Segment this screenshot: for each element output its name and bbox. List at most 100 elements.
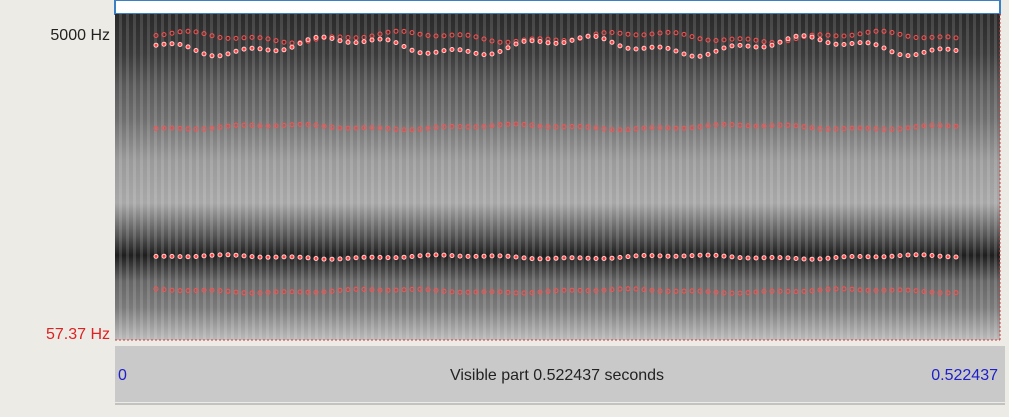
formant-point <box>337 125 343 131</box>
formant-point <box>705 252 711 258</box>
formant-point <box>529 290 535 296</box>
formant-point <box>433 33 439 39</box>
formant-point <box>177 42 183 47</box>
formant-point <box>457 289 463 295</box>
formant-point <box>841 33 847 39</box>
time-start: 0 <box>118 367 127 384</box>
formant-point <box>305 122 311 127</box>
formant-point <box>393 126 399 132</box>
formant-point <box>945 254 951 260</box>
formant-point <box>833 126 839 132</box>
formant-point <box>945 290 951 296</box>
formant-point <box>945 34 951 40</box>
formant-point <box>369 254 375 260</box>
formant-point <box>913 124 919 130</box>
formant-point <box>617 127 623 133</box>
formant-point <box>273 38 279 44</box>
formant-point <box>193 254 199 259</box>
formant-point <box>865 29 871 35</box>
formant-point <box>641 125 647 131</box>
formant-point <box>497 253 503 259</box>
formant-point <box>521 255 527 261</box>
formant-point <box>257 254 263 260</box>
formant-point <box>913 288 919 294</box>
formant-point <box>849 286 855 292</box>
formant-point <box>345 255 351 261</box>
formant-point <box>497 49 503 54</box>
formant-point <box>737 255 743 261</box>
formant-point <box>385 37 391 43</box>
formant-point <box>185 28 191 34</box>
formant-point <box>617 43 623 49</box>
formant-point <box>641 253 647 258</box>
formant-point <box>921 123 927 129</box>
formant-point <box>369 287 375 293</box>
formant-point <box>681 253 687 259</box>
formant-point <box>569 287 575 293</box>
formant-point <box>745 36 751 42</box>
formant-point <box>441 288 447 294</box>
formant-point <box>529 38 535 44</box>
formant-point <box>849 125 855 131</box>
formant-point <box>377 36 383 42</box>
formant-point <box>649 31 655 37</box>
formant-point <box>201 31 207 37</box>
formant-point <box>377 31 383 37</box>
formant-point <box>449 32 455 38</box>
formant-point <box>705 37 711 43</box>
formant-point <box>673 30 679 36</box>
formant-point <box>353 255 359 261</box>
formant-point <box>337 287 343 293</box>
formant-point <box>609 30 615 35</box>
formant-point <box>161 253 167 259</box>
formant-point <box>785 255 791 261</box>
formant-point <box>889 253 895 259</box>
formant-point <box>665 288 671 294</box>
formant-point <box>201 126 207 132</box>
formant-point <box>609 287 615 293</box>
formant-point <box>641 287 647 293</box>
formant-point <box>457 124 463 130</box>
formant-point <box>657 253 663 259</box>
formant-point <box>369 37 375 43</box>
formant-point <box>689 253 695 259</box>
formant-point <box>177 29 183 35</box>
formant-point <box>729 43 735 49</box>
formant-point <box>769 255 775 260</box>
formant-point <box>625 45 631 51</box>
formant-point <box>809 125 815 131</box>
formant-point <box>625 127 631 133</box>
formant-point <box>417 286 423 292</box>
time-end: 0.522437 <box>931 367 998 384</box>
formant-point <box>609 39 615 45</box>
formant-point <box>593 125 599 131</box>
formant-point <box>825 126 831 132</box>
formant-point <box>185 44 191 50</box>
formant-point <box>849 32 855 38</box>
formant-point <box>953 290 959 296</box>
formant-point <box>465 124 471 130</box>
formant-point <box>225 252 231 258</box>
formant-point <box>705 289 711 295</box>
formant-point <box>577 287 583 293</box>
formant-point <box>161 41 167 47</box>
formant-point <box>601 287 607 293</box>
formant-point <box>825 286 831 292</box>
formant-point <box>601 256 607 261</box>
formant-point <box>617 286 623 292</box>
formant-point <box>233 289 239 295</box>
formant-point <box>849 41 855 46</box>
formant-point <box>913 35 919 40</box>
formant-point <box>473 124 479 130</box>
formant-point <box>905 33 911 39</box>
formant-point <box>193 126 199 132</box>
formant-point <box>561 124 567 130</box>
formant-point <box>785 288 791 294</box>
formant-point <box>465 253 471 259</box>
formant-point <box>305 37 311 43</box>
formant-point <box>633 253 639 259</box>
formant-point <box>537 123 543 129</box>
formant-point <box>385 126 391 131</box>
formant-point <box>737 36 743 42</box>
formant-point <box>417 31 423 37</box>
